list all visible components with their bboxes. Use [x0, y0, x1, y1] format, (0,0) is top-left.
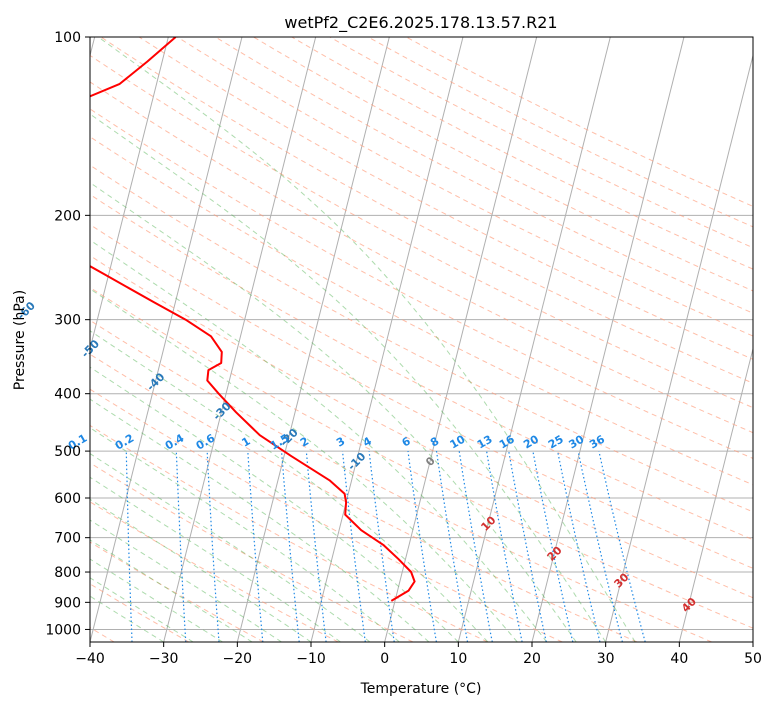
y-tick-label: 100: [54, 30, 81, 46]
y-tick-label: 200: [54, 208, 81, 224]
dry-adiabat-line: [90, 501, 339, 642]
y-tick-label: 1000: [45, 622, 81, 638]
y-tick-label: 300: [54, 313, 81, 329]
x-tick-label: 50: [744, 651, 762, 667]
moist-adiabat-line: [90, 577, 194, 642]
mixing-ratio-line: [407, 451, 437, 642]
mixing-ratio-line: [532, 450, 574, 642]
isotherm-line: [752, 639, 753, 642]
temperature-profile-line: [90, 37, 416, 602]
isotherm-line: [163, 37, 317, 642]
mixing-ratio-line: [305, 451, 327, 642]
axis-layer: −40 −30 −20 −10 0 10 20 30 40 50 100 200 300 400 500 60…: [45, 30, 762, 667]
dry-adiabat-line: [90, 353, 638, 642]
isotherm-line: [457, 37, 611, 642]
grid-layer: [90, 37, 753, 642]
isotherm-line: [310, 37, 464, 642]
dry-adiabat-line: [176, 37, 753, 337]
mixing-ratio-line: [458, 451, 493, 642]
x-tick-label: 0: [380, 651, 389, 667]
x-tick-label: −10: [296, 651, 326, 667]
mixing-ratio-line: [435, 451, 469, 642]
moist-adiabat-line: [90, 498, 312, 642]
x-tick-label: −20: [223, 651, 253, 667]
dry-adiabat-line: [291, 37, 753, 270]
isotherm-line: [236, 37, 390, 642]
y-tick-label: 700: [54, 531, 81, 547]
isotherm-line: [531, 37, 685, 642]
dry-adiabat-line: [90, 81, 753, 434]
dry-adiabat-line: [90, 254, 753, 599]
isotherm-line: [90, 37, 169, 351]
plot-frame: [89, 36, 754, 643]
dry-adiabat-line: [90, 54, 753, 409]
moist-adiabat-line: [90, 558, 223, 642]
x-tick-label: −30: [149, 651, 179, 667]
mixing-ratio-line: [341, 451, 366, 642]
y-tick-label: 500: [54, 444, 81, 460]
plot-background: [90, 37, 753, 642]
x-tick-label: 30: [597, 651, 615, 667]
x-axis-label: Temperature (°C): [360, 681, 482, 697]
y-tick-label: 400: [54, 387, 81, 403]
mixing-ratio-line: [577, 450, 623, 642]
isotherm-line: [678, 346, 753, 642]
isotherm-line: [384, 37, 538, 642]
dry-adiabat-line: [329, 37, 753, 249]
dry-adiabat-line: [215, 37, 753, 314]
moist-adiabat-line: [90, 427, 400, 642]
chart-title: wetPf2_C2E6.2025.178.13.57.R21: [284, 13, 557, 33]
x-tick-label: −40: [75, 651, 105, 667]
mixing-ratio-line: [598, 450, 646, 642]
dry-adiabat-line: [90, 319, 712, 642]
mixing-ratio-line: [486, 451, 523, 642]
y-axis-label: Pressure (hPa): [12, 290, 28, 390]
moist-adiabat-line: [90, 398, 430, 642]
x-tick-label: 20: [523, 651, 541, 667]
x-tick-label: 40: [670, 651, 688, 667]
y-tick-label: 600: [54, 491, 81, 507]
dry-adiabat-line: [100, 37, 753, 384]
y-tick-label: 800: [54, 565, 81, 581]
dry-adiabat-line: [90, 193, 753, 541]
isotherm-line: [90, 37, 243, 642]
dry-adiabat-line: [90, 223, 753, 569]
mixing-ratio-line: [368, 451, 395, 642]
dry-adiabat-line: [90, 388, 563, 642]
moist-adiabat-line: [90, 366, 459, 642]
moist-adiabat-line: [90, 239, 548, 642]
isotherm-line: [605, 53, 753, 642]
x-tick-label: 10: [449, 651, 467, 667]
moist-adiabat-line: [90, 181, 577, 642]
dry-adiabat-line: [405, 37, 753, 207]
mixing-ratio-line: [557, 450, 601, 642]
moist-adiabat-line: [97, 37, 636, 642]
moist-adiabat-line: [90, 595, 164, 642]
mixing-ratio-line: [508, 450, 547, 642]
y-tick-label: 900: [54, 595, 81, 611]
moist-adiabat-line: [90, 330, 489, 642]
data-layer: [90, 37, 416, 602]
